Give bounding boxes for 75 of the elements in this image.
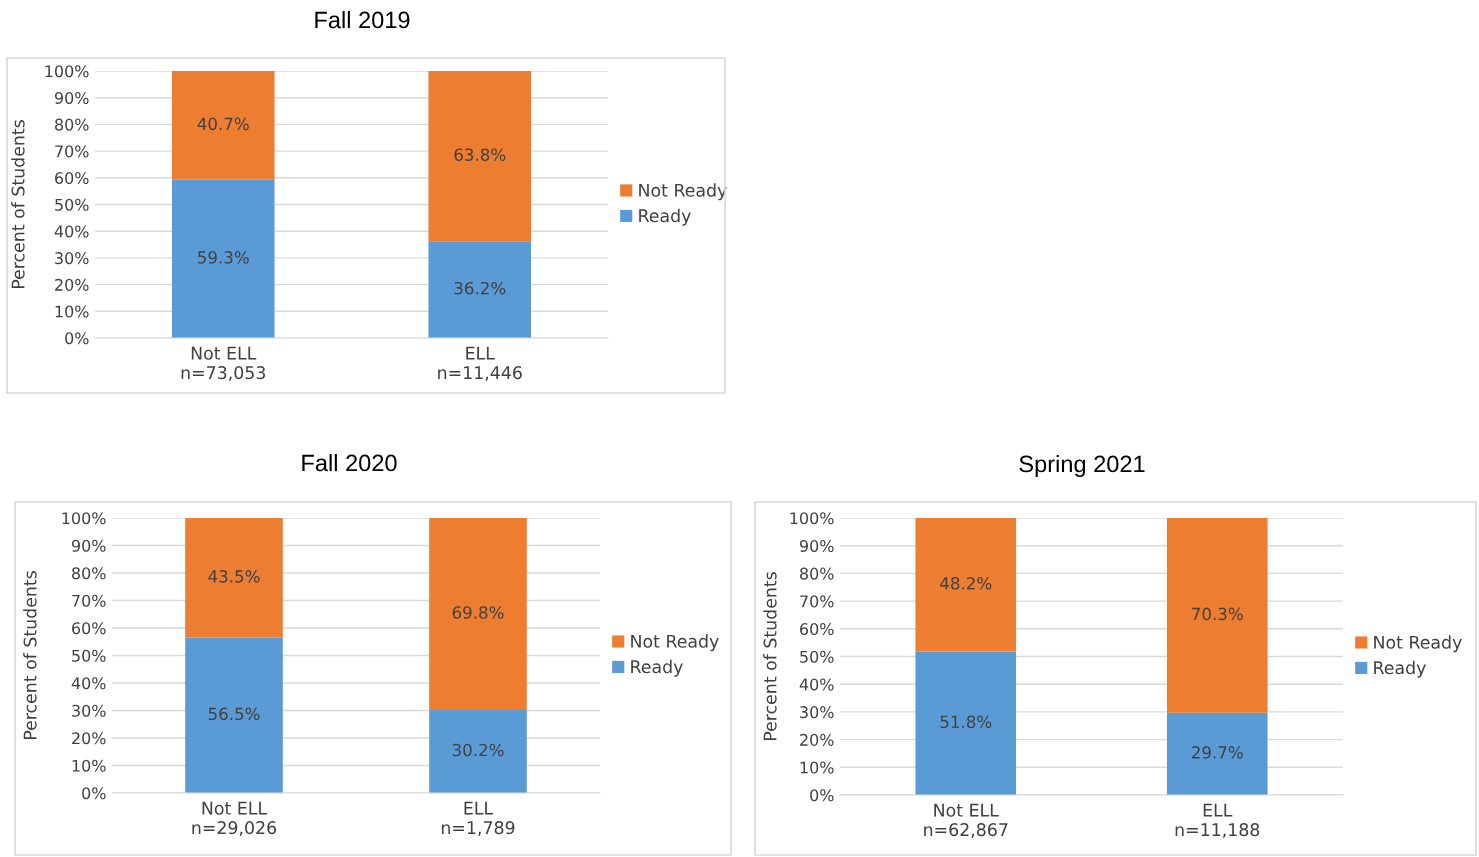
y-tick-label: 30% (55, 252, 89, 265)
bar (915, 518, 1017, 652)
data-label: 48.2% (940, 576, 992, 590)
data-label: 69.8% (452, 606, 504, 619)
chart-title: Spring 2021 (1019, 455, 1145, 478)
data-label: 63.8% (454, 148, 506, 162)
y-tick-label: 0% (82, 787, 106, 800)
legend-label: Not Ready (1374, 635, 1462, 653)
y-tick-label: 70% (72, 594, 106, 607)
legend-label: Ready (639, 208, 691, 226)
data-label: 29.7% (1192, 746, 1243, 759)
x-tick-label: Not ELL n=62,867 (924, 803, 1008, 838)
y-axis-title: Percent of Students (11, 120, 25, 289)
bar (171, 71, 275, 180)
y-tick-label: 40% (71, 677, 106, 690)
data-label: 36.2% (454, 281, 506, 295)
y-tick-label: 70% (55, 145, 89, 158)
legend-label: Ready (631, 659, 683, 677)
y-tick-label: 10% (55, 305, 89, 318)
y-tick-label: 60% (55, 172, 89, 185)
y-tick-label: 80% (55, 118, 89, 131)
y-tick-label: 100% (790, 512, 834, 525)
y-axis-title: Percent of Students (763, 572, 777, 741)
x-tick-label: ELL n=11,188 (1175, 803, 1260, 838)
data-label: 43.5% (208, 570, 260, 583)
y-tick-label: 10% (72, 759, 106, 772)
y-tick-label: 30% (72, 704, 106, 717)
bar (429, 709, 527, 793)
y-tick-label: 20% (72, 732, 106, 745)
y-tick-label: 80% (800, 567, 834, 580)
data-label: 40.7% (197, 117, 249, 131)
y-tick-label: 20% (55, 278, 89, 291)
data-label: 30.2% (452, 743, 504, 757)
bar (171, 179, 275, 338)
x-tick-label: ELL n=1,789 (441, 801, 515, 836)
data-label: 59.3% (198, 251, 249, 264)
chart-title: Fall 2020 (302, 454, 397, 472)
y-tick-label: 60% (800, 623, 834, 636)
bar (429, 518, 527, 710)
y-tick-label: 100% (45, 65, 89, 78)
x-tick-label: Not ELL n=29,026 (192, 801, 277, 836)
y-tick-label: 30% (800, 706, 834, 719)
y-tick-label: 90% (54, 91, 89, 104)
x-tick-label: ELL n=11,446 (438, 346, 522, 381)
data-label: 70.3% (1192, 607, 1243, 621)
legend-label: Ready (1374, 660, 1426, 678)
bar (1166, 518, 1268, 713)
y-tick-label: 20% (800, 733, 834, 746)
bar (185, 518, 283, 638)
y-tick-label: 80% (72, 567, 106, 580)
x-tick-label: Not ELL n=73,053 (181, 346, 266, 381)
y-tick-label: 50% (55, 198, 89, 211)
y-tick-label: 40% (54, 225, 89, 238)
data-label: 51.8% (940, 715, 992, 729)
y-axis-title: Percent of Students (23, 571, 37, 740)
y-tick-label: 70% (800, 595, 834, 608)
legend-label: Not Ready (639, 183, 727, 201)
y-tick-label: 60% (72, 622, 106, 635)
data-label: 56.5% (208, 707, 260, 721)
bar (185, 637, 283, 793)
y-tick-label: 10% (800, 761, 834, 774)
y-tick-label: 0% (810, 789, 834, 802)
bar (428, 241, 532, 338)
y-tick-label: 90% (71, 539, 106, 552)
bar (1166, 712, 1268, 795)
y-tick-label: 50% (72, 649, 106, 662)
y-tick-label: 50% (800, 650, 834, 663)
bar (428, 71, 532, 242)
legend-label: Not Ready (631, 634, 719, 652)
y-tick-label: 0% (65, 332, 89, 345)
y-tick-label: 90% (799, 539, 834, 552)
y-tick-label: 40% (799, 678, 834, 691)
chart-title: Fall 2019 (315, 11, 410, 29)
bar (915, 651, 1017, 795)
y-tick-label: 100% (62, 512, 106, 525)
